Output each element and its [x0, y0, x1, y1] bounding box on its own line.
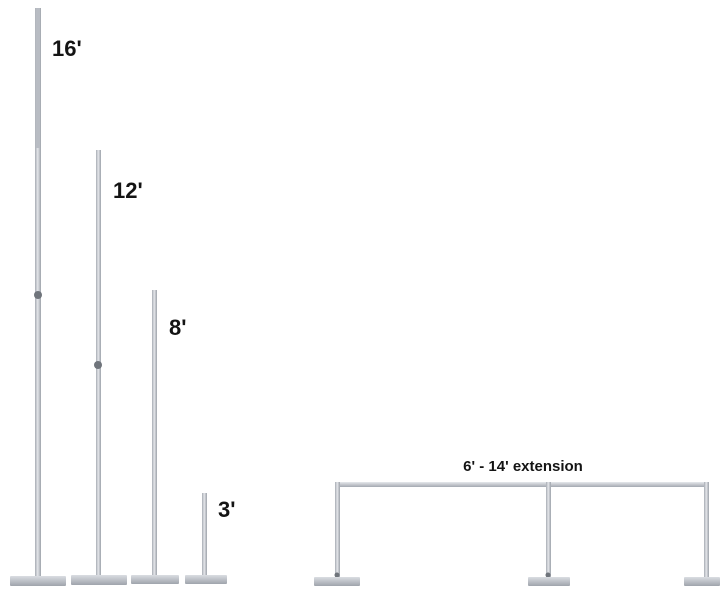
height-label-3ft: 3' [218, 497, 235, 522]
height-label-8ft: 8' [169, 315, 186, 340]
pole-12ft-knob [94, 361, 102, 369]
crossbar-upright-left [335, 482, 340, 578]
crossbar-set: 6' - 14' extension [314, 458, 720, 586]
height-label-12ft: 12' [113, 178, 143, 203]
crossbar-upright-left-foot-knob [334, 572, 340, 578]
base-8ft [131, 575, 179, 584]
stand-16ft: 16' [10, 8, 82, 586]
pole-16ft-knob [34, 291, 42, 299]
stand-12ft: 12' [71, 150, 143, 585]
pole-3ft [202, 493, 207, 577]
crossbar-upright-right [704, 482, 709, 578]
stand-3ft: 3' [185, 493, 235, 584]
base-16ft [10, 576, 66, 586]
height-label-16ft: 16' [52, 36, 82, 61]
crossbar-base-middle [528, 577, 570, 586]
crossbar-base-right [684, 577, 720, 586]
pole-16ft-upper-section [36, 8, 40, 148]
crossbar-upright-middle [546, 482, 551, 578]
base-3ft [185, 575, 227, 584]
base-12ft [71, 575, 127, 585]
stand-8ft: 8' [131, 290, 186, 584]
crossbar-extension-label: 6' - 14' extension [463, 458, 583, 475]
pole-8ft [152, 290, 157, 577]
crossbar-upright-middle-foot-knob [545, 572, 551, 578]
crossbar [335, 482, 709, 487]
crossbar-base-left [314, 577, 360, 586]
